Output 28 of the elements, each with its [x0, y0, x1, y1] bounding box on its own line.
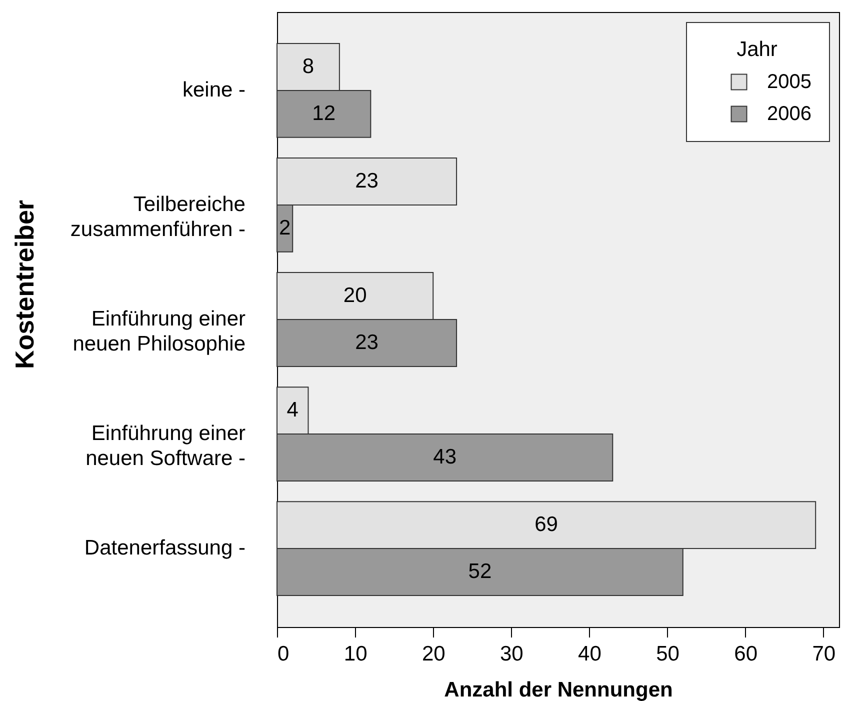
data-label: 52 [468, 560, 492, 584]
data-label: 23 [355, 330, 378, 354]
y-tick-label: Einführung einer neuen Software - [86, 422, 246, 470]
x-tick-label: 40 [578, 642, 602, 666]
x-tick-label: 0 [278, 642, 290, 666]
legend-title: Jahr [736, 38, 778, 61]
y-axis-title: Kostentreiber [10, 200, 40, 370]
legend-label: 2006 [767, 103, 812, 125]
data-label: 2 [278, 216, 291, 240]
x-tick-label: 20 [422, 642, 446, 666]
y-tick-label: Datenerfassung - [84, 536, 246, 560]
data-label: 8 [302, 54, 314, 78]
x-axis-title: Anzahl der Nennungen [444, 678, 673, 701]
y-tick-label: Teilbereiche zusammenführen - [70, 192, 246, 241]
x-tick-label: 50 [656, 642, 680, 666]
x-tick-label: 60 [734, 642, 758, 666]
data-label: 23 [355, 169, 378, 192]
data-label: 12 [312, 102, 336, 125]
x-tick-label: 30 [500, 642, 524, 666]
y-tick-label: keine - [182, 78, 246, 102]
y-tick-label: Einführung einer neuen Philosophie [72, 308, 246, 356]
data-label: 69 [534, 513, 558, 536]
legend-label: 2005 [767, 71, 812, 93]
x-tick-label: 70 [812, 642, 836, 666]
data-label: 20 [343, 284, 367, 308]
x-tick-label: 10 [344, 642, 368, 666]
data-label: 43 [433, 446, 456, 469]
data-label: 4 [286, 398, 299, 422]
